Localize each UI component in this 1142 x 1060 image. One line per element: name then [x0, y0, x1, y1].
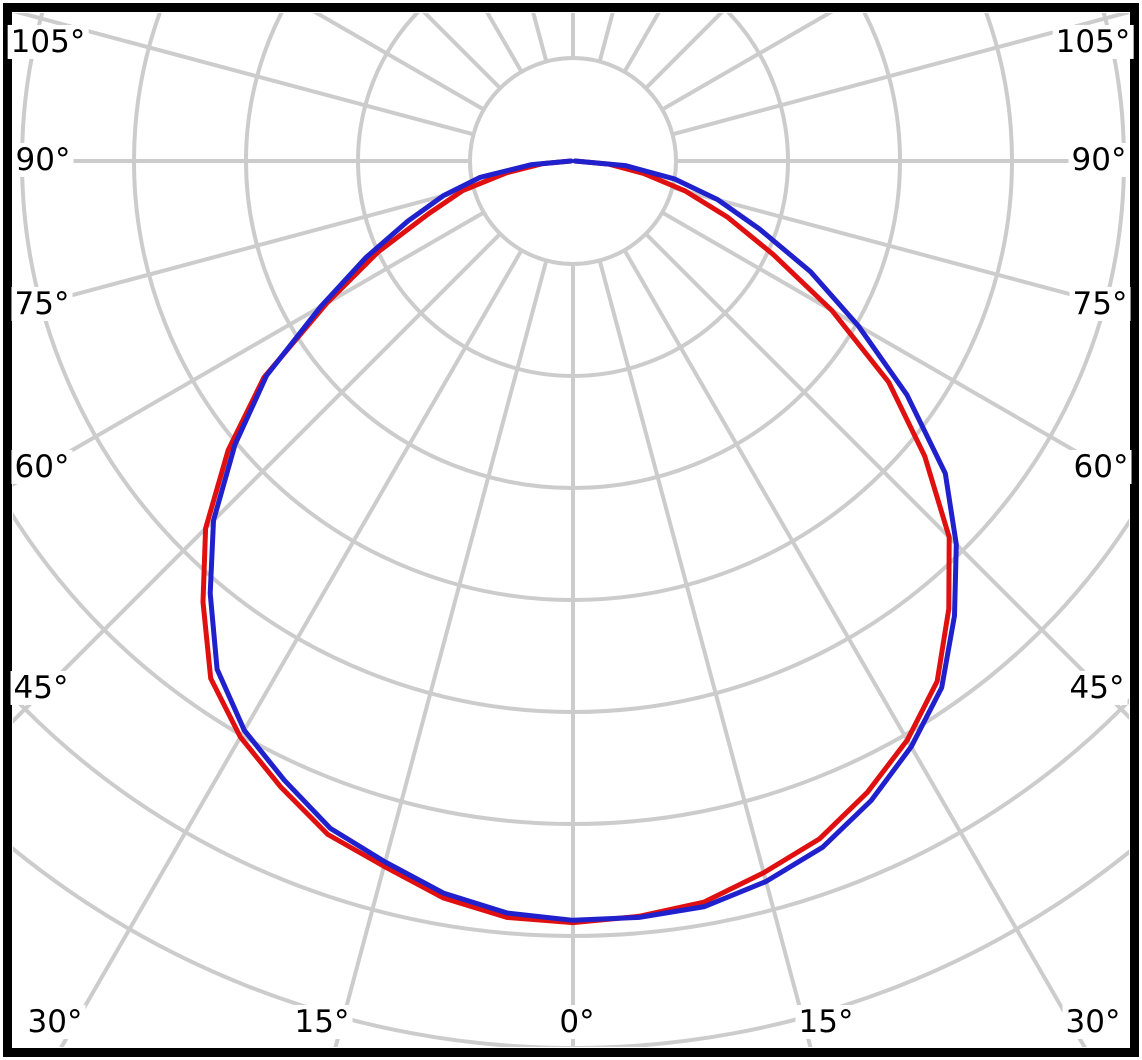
angle-label-left-75: 75° — [11, 287, 73, 321]
angle-label-left-60: 60° — [11, 450, 73, 484]
angle-label-right-90: 90° — [1068, 143, 1130, 177]
angle-label-left-105: 105° — [7, 25, 89, 59]
curve-red — [200, 158, 952, 926]
curve-blue — [207, 158, 959, 923]
angle-label-left-90: 90° — [12, 143, 74, 177]
angle-label-left-45: 45° — [10, 671, 72, 705]
angle-label-right-105: 105° — [1052, 25, 1134, 59]
angle-label-right-60: 60° — [1070, 450, 1132, 484]
angle-label-bottom-right-15: 15° — [795, 1005, 857, 1039]
angle-label-right-75: 75° — [1069, 287, 1131, 321]
angle-label-bottom-left-30: 30° — [24, 1005, 86, 1039]
angle-label-right-45: 45° — [1066, 671, 1128, 705]
angle-label-bottom-right-30: 30° — [1062, 1005, 1124, 1039]
chart-frame-border — [3, 3, 1139, 1057]
angle-label-bottom-left-15: 15° — [291, 1005, 353, 1039]
angle-label-bottom-0: 0° — [556, 1005, 598, 1039]
